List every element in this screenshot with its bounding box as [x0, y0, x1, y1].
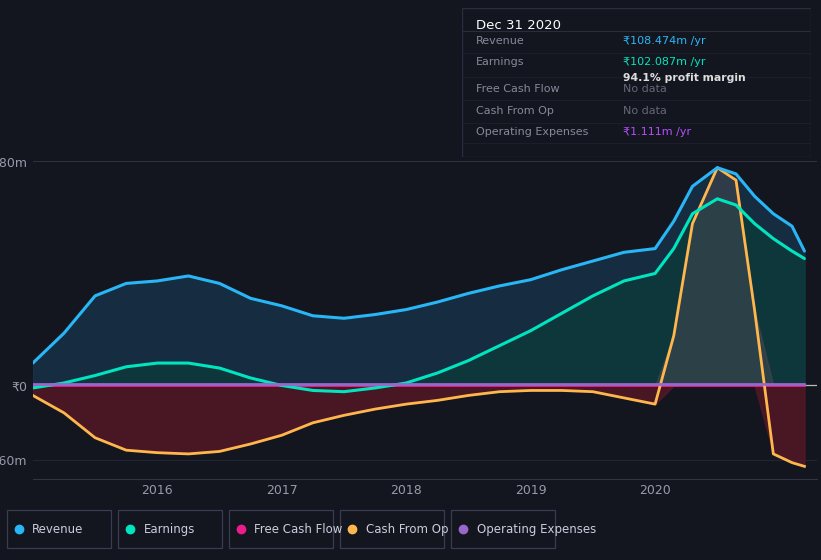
Text: No data: No data — [623, 106, 667, 116]
Text: Earnings: Earnings — [144, 522, 195, 535]
Text: Revenue: Revenue — [476, 36, 525, 46]
Text: Earnings: Earnings — [476, 57, 525, 67]
Text: 94.1% profit margin: 94.1% profit margin — [623, 73, 745, 83]
Bar — [229, 510, 333, 548]
Text: ₹108.474m /yr: ₹108.474m /yr — [623, 36, 705, 46]
Text: ₹102.087m /yr: ₹102.087m /yr — [623, 57, 705, 67]
Text: Operating Expenses: Operating Expenses — [476, 127, 589, 137]
Text: Operating Expenses: Operating Expenses — [477, 522, 596, 535]
Text: Free Cash Flow: Free Cash Flow — [255, 522, 343, 535]
Text: ₹1.111m /yr: ₹1.111m /yr — [623, 127, 690, 137]
Bar — [7, 510, 111, 548]
Bar — [451, 510, 555, 548]
Bar — [118, 510, 222, 548]
Text: No data: No data — [623, 83, 667, 94]
Text: Dec 31 2020: Dec 31 2020 — [476, 19, 562, 32]
Text: Cash From Op: Cash From Op — [476, 106, 554, 116]
Text: Cash From Op: Cash From Op — [365, 522, 448, 535]
Bar — [340, 510, 444, 548]
Text: Revenue: Revenue — [32, 522, 84, 535]
Text: Free Cash Flow: Free Cash Flow — [476, 83, 560, 94]
